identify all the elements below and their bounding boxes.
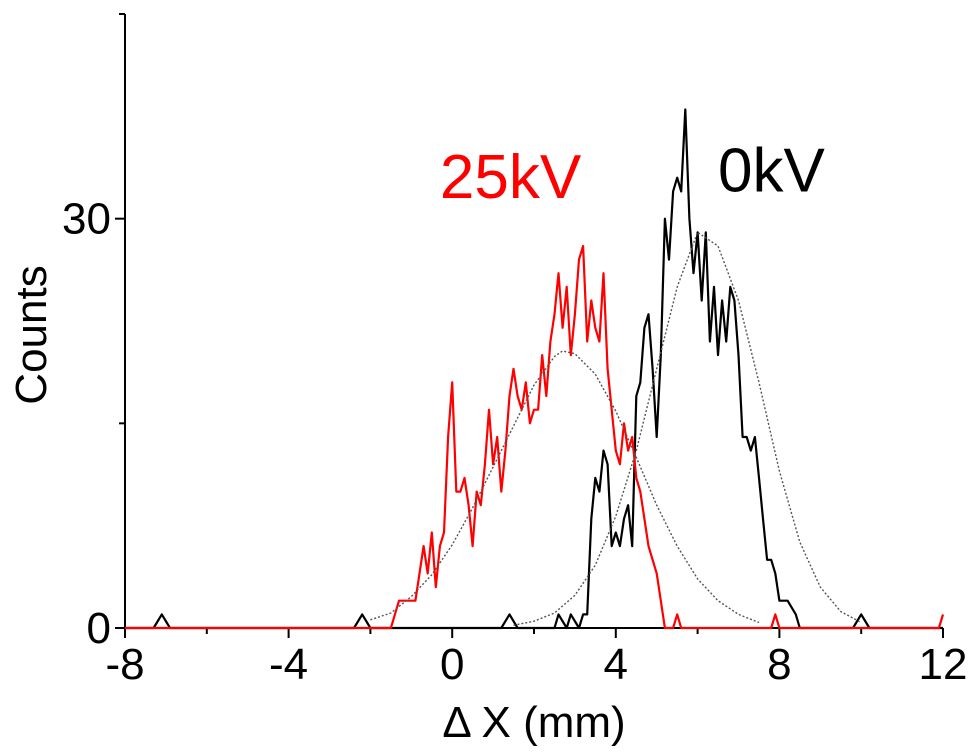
x-tick-label: 4 <box>604 640 628 689</box>
gaussian-fit-line <box>513 231 862 626</box>
series-annotation-label: 25kV <box>440 143 582 212</box>
x-tick-label: 0 <box>440 640 464 689</box>
series-layer <box>125 108 945 630</box>
series-line-0kv <box>125 108 943 630</box>
y-axis-title: Counts <box>7 265 56 404</box>
gaussian-fit-line <box>370 350 760 624</box>
x-axis-title: Δ X (mm) <box>442 698 625 747</box>
y-tick-label: 0 <box>87 604 111 653</box>
x-tick-label: 12 <box>919 640 968 689</box>
series-annotation-label: 0kV <box>718 136 825 205</box>
x-tick-label: 8 <box>767 640 791 689</box>
labels-layer: -8 -4 0 4 8 12 0 30 Δ X (mm) Counts 25kV 0kV <box>7 136 967 747</box>
y-tick-label: 30 <box>62 195 111 244</box>
axes <box>115 13 944 638</box>
x-tick-label: -4 <box>269 640 308 689</box>
x-tick-label: -8 <box>105 640 144 689</box>
series-line-25kv <box>125 244 945 630</box>
